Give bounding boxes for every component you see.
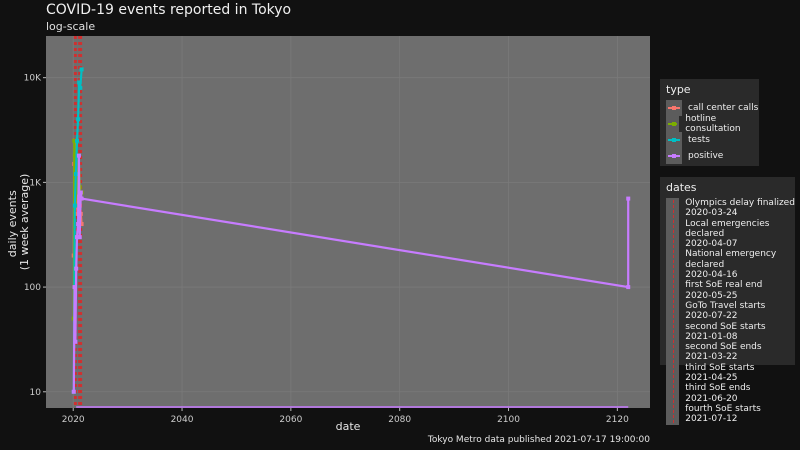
series-point-3 [626, 196, 631, 201]
dates-legend-entry: second SoE ends [685, 342, 762, 353]
dates-legend-entry: 2021-01-08 [685, 331, 738, 342]
series-point-2 [75, 138, 80, 143]
x-tick-label: 2060 [279, 415, 302, 425]
type-legend-item: positive [660, 148, 759, 164]
series-point-2 [79, 67, 84, 72]
dates-legend-entry: third SoE starts [685, 362, 755, 373]
series-point-2 [78, 85, 83, 90]
legend-key-swatch [666, 100, 682, 116]
series-point-3 [76, 153, 81, 158]
series-point-3 [626, 285, 631, 290]
y-tick-label: 1K [29, 178, 42, 188]
dates-legend-entry: 2021-07-12 [685, 414, 738, 425]
series-point-3 [78, 190, 83, 195]
y-axis: 10 100 1K 10K [24, 74, 46, 398]
dates-legend-entry: Local emergencies declared [685, 218, 770, 239]
chart-caption: Tokyo Metro data published 2021-07-17 19… [427, 435, 650, 445]
y-tick-label: 10K [24, 74, 42, 84]
type-legend-item: tests [660, 132, 759, 148]
dates-legend: dates Olympics delay finalized 2020-03-24… [660, 177, 795, 425]
legend-key-swatch [666, 116, 680, 132]
dates-legend-entry: 2020-07-22 [685, 311, 738, 322]
dates-legend-entry: fourth SoE starts [685, 403, 761, 414]
series-point-0 [79, 222, 84, 227]
dates-legend-entry: GoTo Travel starts [685, 300, 766, 311]
type-legend-label: call center calls [688, 103, 759, 113]
series-point-3 [74, 266, 79, 271]
x-tick-label: 2080 [388, 415, 411, 425]
series-point-1 [72, 153, 77, 158]
type-legend-label: hotline consultation [685, 114, 741, 134]
type-legend-title: type [666, 83, 691, 96]
x-tick-label: 2040 [171, 415, 194, 425]
dates-legend-entry: 2020-03-24 [685, 208, 738, 219]
type-legend-item: hotline consultation [660, 114, 759, 134]
series-point-3 [71, 389, 76, 394]
dates-legend-entry: second SoE starts [685, 321, 766, 332]
dates-legend-title: dates [666, 181, 697, 194]
y-tick-label: 10 [30, 388, 42, 398]
series-line-3 [72, 155, 630, 392]
dates-legend-entry: Olympics delay finalized [685, 198, 795, 208]
plot-panel [46, 36, 650, 408]
x-tick-label: 2120 [606, 415, 629, 425]
dates-legend-list: Olympics delay finalized 2020-03-24 Local … [685, 198, 795, 425]
x-tick-label: 2100 [497, 415, 520, 425]
series-point-2 [72, 203, 77, 208]
series-point-3 [79, 196, 84, 201]
dates-legend-entry: 2020-04-16 [685, 270, 738, 281]
chart-title: COVID-19 events reported in Tokyo [46, 2, 292, 18]
series-point-3 [77, 235, 82, 240]
type-legend: type call center calls hotline consultati… [660, 79, 759, 166]
series-point-3 [72, 285, 77, 290]
chart-subtitle: log-scale [46, 20, 96, 33]
type-legend-item: call center calls [660, 100, 759, 116]
series-point-3 [75, 235, 80, 240]
x-axis: 2020 2040 2060 2080 2100 2120 [62, 408, 629, 425]
dates-legend-entry: National emergency declared [685, 249, 777, 270]
grid-lines [46, 36, 650, 408]
type-legend-label: tests [688, 135, 710, 145]
dates-legend-entry: 2020-05-25 [685, 290, 738, 301]
series-point-3 [76, 222, 81, 227]
series-point-2 [73, 172, 78, 177]
series-point-2 [76, 117, 81, 122]
y-axis-label-line-2: (1 week average) [18, 174, 31, 271]
x-tick-label: 2020 [62, 415, 85, 425]
y-axis-label-line-1: daily events [6, 190, 19, 257]
type-legend-label: positive [688, 151, 724, 161]
dates-legend-key [666, 198, 680, 425]
y-axis-label: daily events (1 week average) [6, 174, 31, 271]
dates-legend-entry: 2021-06-20 [685, 393, 738, 404]
dates-legend-entry: 2021-04-25 [685, 373, 738, 384]
legend-key-swatch [666, 132, 682, 148]
series-point-1 [72, 138, 77, 143]
series-group [71, 67, 631, 408]
dates-legend-entry: 2021-03-22 [685, 352, 738, 363]
x-axis-label: date [336, 420, 361, 433]
dates-legend-entry: first SoE real end [685, 280, 763, 291]
series-point-3 [73, 339, 78, 344]
dates-legend-entry: 2020-04-07 [685, 239, 738, 250]
legend-key-swatch [666, 148, 682, 164]
dates-legend-entry: third SoE ends [685, 383, 751, 394]
y-tick-label: 100 [24, 283, 41, 293]
series-point-2 [77, 80, 82, 85]
